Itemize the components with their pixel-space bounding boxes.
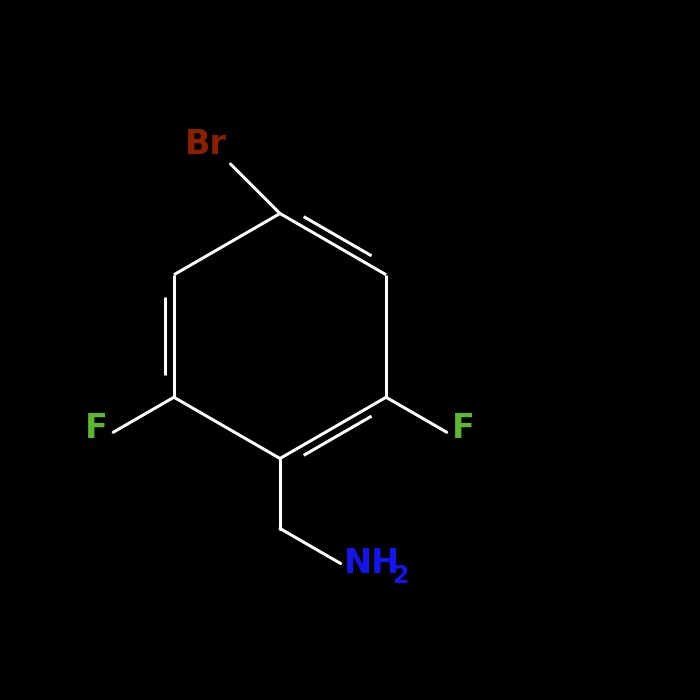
Text: Br: Br <box>185 127 227 160</box>
Text: 2: 2 <box>392 564 408 588</box>
Text: F: F <box>452 412 475 445</box>
Text: NH: NH <box>344 547 400 580</box>
Text: F: F <box>85 412 108 445</box>
